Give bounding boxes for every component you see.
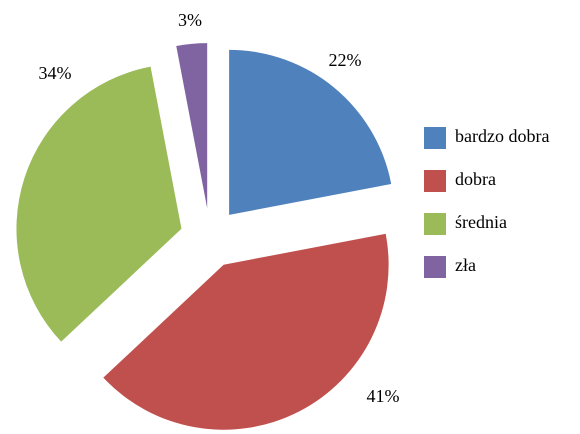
legend-label: średnia	[455, 212, 507, 232]
legend-label: dobra	[455, 169, 496, 189]
legend-swatch	[424, 170, 446, 192]
pie-slice	[229, 49, 392, 215]
pie-slice	[16, 66, 182, 342]
data-label: 41%	[367, 386, 400, 406]
legend-swatch	[424, 213, 446, 235]
legend-swatch	[424, 127, 446, 149]
legend-swatch	[424, 256, 446, 278]
data-label: 3%	[178, 10, 202, 30]
data-label: 22%	[329, 50, 362, 70]
pie-slice	[176, 43, 208, 209]
data-label: 34%	[39, 63, 72, 83]
pie-slice	[103, 233, 389, 430]
legend-label: zła	[455, 255, 476, 275]
legend-label: bardzo dobra	[455, 126, 549, 146]
